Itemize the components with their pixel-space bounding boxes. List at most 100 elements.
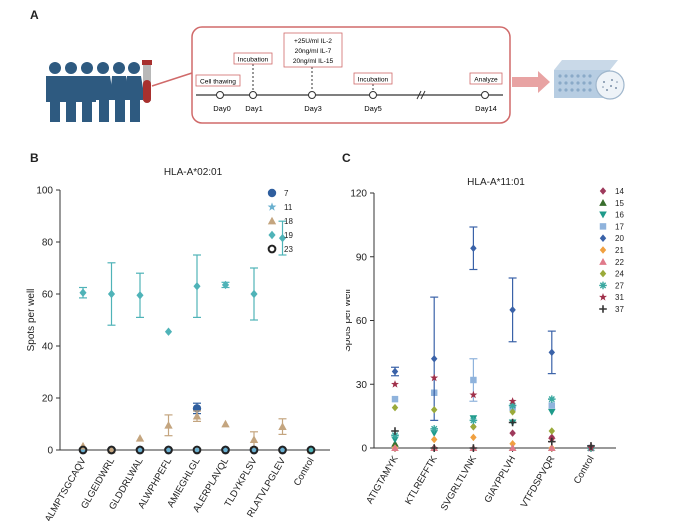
chart-c-y-tick-label: 30 bbox=[356, 380, 368, 391]
timeline-figure: Cell thawing Incubation +25U/ml IL-2 20n… bbox=[46, 26, 625, 124]
chart-c-series-22 bbox=[391, 442, 595, 452]
data-point bbox=[278, 445, 287, 455]
day-marker bbox=[249, 91, 257, 99]
panel-label-a: A bbox=[30, 8, 39, 22]
data-point bbox=[164, 421, 173, 429]
chart-b-legend-marker bbox=[267, 244, 277, 254]
data-point bbox=[391, 403, 399, 412]
chart-c-legend-label: 31 bbox=[615, 293, 624, 302]
chart-c-x-tick-label: VTFDSPVQR bbox=[519, 454, 558, 510]
chart-c-legend-marker bbox=[599, 211, 607, 219]
chart-b-y-tick-label: 20 bbox=[42, 394, 54, 405]
cytokine-line-1: +25U/ml IL-2 bbox=[294, 38, 332, 45]
chart-c-legend-label: 16 bbox=[615, 211, 624, 220]
data-point bbox=[548, 427, 556, 435]
chart-b-y-tick-label: 100 bbox=[36, 186, 53, 197]
data-point bbox=[135, 434, 145, 442]
chart-c-series-21 bbox=[391, 433, 595, 452]
panel-a-timeline: A bbox=[0, 0, 692, 140]
day-label: Day3 bbox=[304, 104, 322, 113]
blood-tube-icon bbox=[142, 60, 152, 103]
data-point bbox=[470, 433, 477, 442]
chart-b-y-tick-label: 60 bbox=[42, 290, 54, 301]
chart-c-series-24 bbox=[391, 403, 595, 452]
chart-b-legend-marker bbox=[267, 216, 277, 225]
data-point bbox=[548, 444, 556, 452]
data-point bbox=[430, 444, 438, 452]
chart-c-legend-label: 14 bbox=[615, 187, 624, 196]
data-point bbox=[469, 416, 478, 425]
chart-c-series-31 bbox=[391, 373, 595, 452]
data-point bbox=[79, 288, 87, 297]
panel-b-chart: B HLA-A*02:01 0 20 40 60 80 100 Spots per well A… bbox=[0, 145, 346, 524]
chart-b-y-tick-label: 0 bbox=[47, 446, 53, 457]
chart-hla-a1101: HLA-A*11:01 0 30 60 90 120 Spots per well ATIGT… bbox=[342, 177, 624, 513]
data-point bbox=[135, 445, 145, 454]
day-label: Day1 bbox=[245, 104, 263, 113]
cytokine-box bbox=[283, 32, 343, 68]
cytokine-line-2: 20ng/ml IL-7 bbox=[295, 48, 332, 55]
data-point bbox=[470, 376, 477, 384]
data-point bbox=[391, 427, 399, 435]
panel-c-chart: C HLA-A*11:01 0 30 60 90 120 Spots per well ATI… bbox=[342, 145, 692, 521]
chart-c-series-16 bbox=[391, 408, 595, 452]
chart-c-x-tick-label: GIAYPPLVH bbox=[482, 454, 518, 505]
data-point bbox=[136, 291, 144, 300]
step-box-thawing bbox=[195, 74, 241, 87]
data-point bbox=[306, 445, 316, 455]
step-label-analyze: Analyze bbox=[474, 77, 498, 84]
chart-c-series-14 bbox=[391, 422, 595, 452]
chart-c-y-tick-label: 120 bbox=[350, 189, 367, 200]
chart-c-series-27 bbox=[391, 395, 595, 452]
step-label-incubation-2: Incubation bbox=[358, 77, 389, 84]
data-point bbox=[221, 445, 230, 454]
day-marker bbox=[216, 91, 224, 99]
step-box-analyze bbox=[469, 72, 503, 85]
data-point bbox=[430, 405, 438, 414]
chart-c-legend-marker bbox=[599, 234, 607, 242]
data-point bbox=[193, 282, 201, 291]
donor-people-icon bbox=[46, 62, 145, 122]
data-point bbox=[508, 418, 517, 427]
chart-b-series-23 bbox=[78, 445, 316, 455]
data-point bbox=[430, 354, 438, 363]
chart-c-legend-marker bbox=[599, 305, 607, 313]
person-icon bbox=[46, 62, 64, 122]
data-point bbox=[391, 436, 399, 444]
chart-b-legend-label: 18 bbox=[284, 217, 293, 226]
data-point bbox=[391, 367, 399, 376]
data-point bbox=[430, 373, 439, 382]
data-point bbox=[391, 431, 399, 440]
data-point bbox=[391, 439, 399, 447]
chart-b-legend-label: 19 bbox=[284, 231, 293, 240]
day-label: Day0 bbox=[213, 104, 231, 113]
chart-c-x-tick-label: ATIGTAMYK bbox=[364, 453, 401, 505]
chart-c-series-37 bbox=[391, 418, 595, 452]
chart-c-legend-label: 20 bbox=[615, 234, 624, 243]
data-point bbox=[508, 444, 517, 452]
person-icon bbox=[78, 62, 96, 122]
data-point bbox=[164, 327, 173, 336]
data-point bbox=[249, 445, 259, 454]
chart-c-y-axis-label: Spots per well bbox=[346, 289, 353, 352]
data-point bbox=[221, 280, 230, 290]
chart-c-series-20 bbox=[391, 226, 595, 452]
chart-b-y-tick-label: 80 bbox=[42, 238, 54, 249]
data-point bbox=[430, 430, 438, 437]
step-label-incubation-1: Incubation bbox=[238, 57, 269, 64]
data-point bbox=[430, 435, 438, 444]
petri-dish-icon bbox=[595, 70, 625, 100]
data-point bbox=[509, 306, 516, 314]
data-point bbox=[78, 445, 88, 455]
chart-b-legend-label: 7 bbox=[284, 189, 289, 198]
data-point bbox=[548, 402, 556, 409]
axis-break-icon bbox=[416, 90, 426, 100]
person-icon bbox=[94, 62, 114, 122]
chart-b-y-tick-label: 40 bbox=[42, 342, 54, 353]
chart-c-x-tick-label: SVGRLTLVNK bbox=[439, 453, 480, 512]
chart-b-legend-marker bbox=[267, 202, 277, 211]
data-point bbox=[135, 445, 145, 455]
chart-hla-a0201: HLA-A*02:01 0 20 40 60 80 100 Spots per well ALM… bbox=[26, 167, 330, 524]
data-point bbox=[221, 419, 230, 428]
step-box-incubation-2 bbox=[353, 72, 393, 85]
